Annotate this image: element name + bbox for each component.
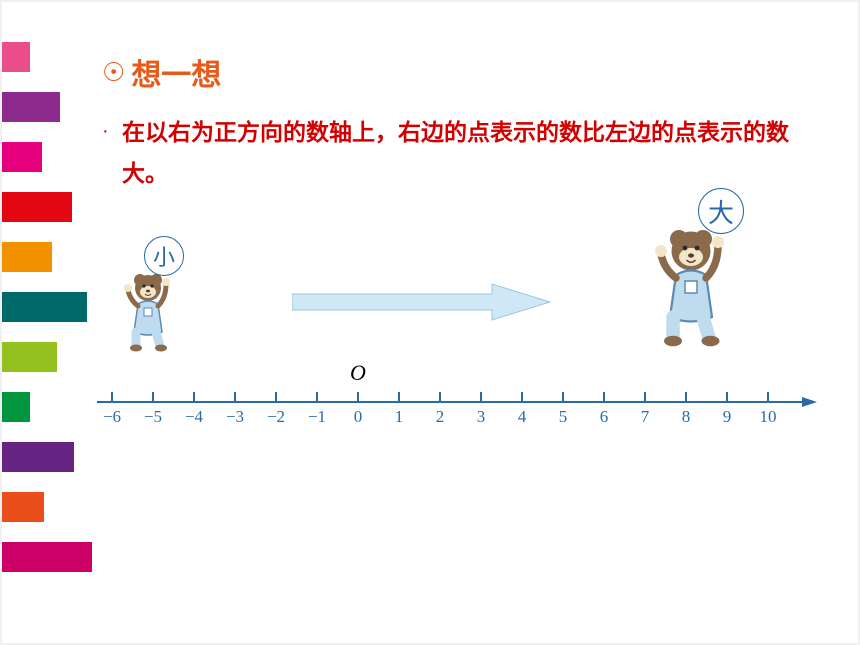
svg-text:7: 7: [641, 407, 650, 426]
bear-big: 大: [652, 212, 742, 347]
svg-text:−3: −3: [226, 407, 244, 426]
svg-text:1: 1: [395, 407, 404, 426]
title-row: ☉ 想一想: [102, 50, 221, 94]
body-text: 在以右为正方向的数轴上，右边的点表示的数比左边的点表示的数大。: [122, 112, 802, 195]
svg-text:2: 2: [436, 407, 445, 426]
arrow-shape: [292, 284, 550, 320]
svg-text:−1: −1: [308, 407, 326, 426]
sign-big-label: 大: [708, 193, 734, 230]
svg-text:0: 0: [354, 407, 363, 426]
direction-arrow: [292, 282, 552, 322]
stripe: [2, 142, 42, 172]
svg-text:−5: −5: [144, 407, 162, 426]
title-bullet-icon: ☉: [102, 57, 125, 88]
sign-small: 小: [144, 236, 184, 276]
sign-small-label: 小: [153, 240, 175, 272]
stripe: [2, 442, 74, 472]
svg-text:3: 3: [477, 407, 486, 426]
stripe: [2, 192, 72, 222]
number-line: −6 −5 −4 −3 −2 −1 0 1 2 3 4 5 6 7 8 9 10: [97, 382, 817, 442]
svg-text:−2: −2: [267, 407, 285, 426]
svg-text:9: 9: [723, 407, 732, 426]
bear-small-svg: [122, 262, 182, 352]
stripe: [2, 492, 44, 522]
stripe: [2, 42, 30, 72]
stripe: [2, 92, 60, 122]
sign-big: 大: [698, 188, 744, 234]
stripe: [2, 342, 57, 372]
side-stripes: [2, 2, 102, 643]
number-line-svg: −6 −5 −4 −3 −2 −1 0 1 2 3 4 5 6 7 8 9 10: [97, 392, 817, 426]
stripe: [2, 542, 92, 572]
bear-small: 小: [122, 262, 182, 352]
stripe: [2, 292, 87, 322]
svg-text:5: 5: [559, 407, 568, 426]
title-text: 想一想: [131, 50, 221, 94]
svg-text:10: 10: [760, 407, 777, 426]
svg-text:8: 8: [682, 407, 691, 426]
svg-text:6: 6: [600, 407, 609, 426]
stripe: [2, 392, 30, 422]
svg-text:−4: −4: [185, 407, 204, 426]
stripe: [2, 242, 52, 272]
svg-text:4: 4: [518, 407, 527, 426]
body-bullet-icon: ·: [102, 120, 109, 143]
svg-text:−6: −6: [103, 407, 121, 426]
slide: ☉ 想一想 · 在以右为正方向的数轴上，右边的点表示的数比左边的点表示的数大。 …: [2, 2, 858, 643]
